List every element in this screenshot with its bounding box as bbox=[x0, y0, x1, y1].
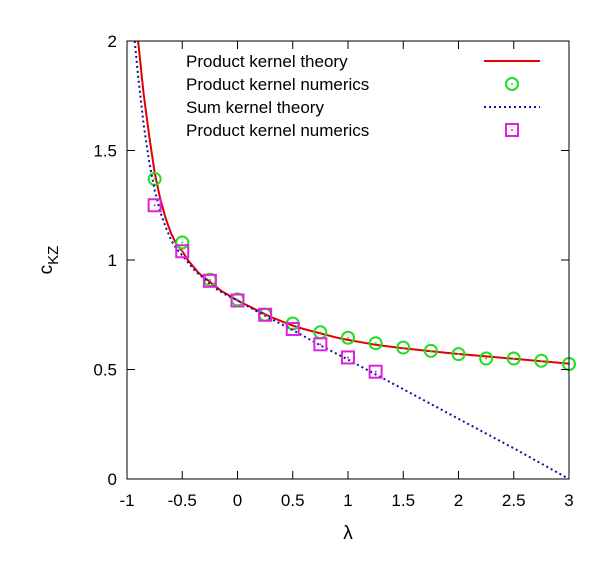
x-tick-label: 1 bbox=[343, 491, 352, 510]
sum-theory-line bbox=[133, 41, 569, 479]
circle-point-center bbox=[512, 357, 515, 360]
circle-point bbox=[534, 353, 549, 368]
circle-point-center bbox=[485, 357, 488, 360]
square-point bbox=[341, 350, 355, 365]
y-axis-label-subscript: KZ bbox=[45, 246, 62, 265]
x-tick-label: 2 bbox=[454, 491, 463, 510]
series-3 bbox=[147, 198, 383, 379]
circle-point-center bbox=[402, 346, 405, 349]
square-point-center bbox=[181, 250, 184, 253]
square-point-center bbox=[291, 327, 294, 330]
circle-point bbox=[423, 343, 438, 358]
square-point bbox=[258, 307, 273, 322]
y-axis-label: cKZ bbox=[36, 246, 62, 275]
circle-point-center bbox=[153, 177, 156, 180]
circle-point-center bbox=[429, 349, 432, 352]
legend-marker-center bbox=[511, 83, 513, 85]
x-tick-label: 0.5 bbox=[281, 491, 305, 510]
legend-label: Product kernel numerics bbox=[186, 121, 369, 140]
square-point-center bbox=[374, 370, 377, 373]
circle-point-center bbox=[181, 241, 184, 244]
square-point-center bbox=[208, 279, 211, 282]
circle-point bbox=[451, 347, 466, 362]
x-tick-label: -0.5 bbox=[168, 491, 197, 510]
square-point bbox=[368, 364, 383, 379]
legend-marker bbox=[505, 77, 519, 91]
legend-marker-center bbox=[511, 129, 513, 131]
x-tick-label: -1 bbox=[119, 491, 134, 510]
circle-point-center bbox=[457, 353, 460, 356]
series-2 bbox=[133, 41, 569, 479]
series-1 bbox=[147, 171, 576, 372]
legend: Product kernel theory Product kernel nume… bbox=[186, 52, 540, 140]
circle-point-center bbox=[347, 336, 349, 339]
square-point bbox=[230, 293, 245, 308]
circle-point bbox=[368, 336, 383, 351]
circle-point-center bbox=[540, 359, 543, 362]
y-tick-label: 0 bbox=[108, 470, 117, 489]
circle-point-center bbox=[319, 331, 322, 334]
circle-point bbox=[506, 351, 521, 366]
square-point bbox=[147, 198, 162, 213]
circle-point bbox=[175, 235, 190, 250]
x-tick-label: 0 bbox=[233, 491, 242, 510]
y-tick-label: 0.5 bbox=[93, 361, 117, 380]
y-tick-label: 2 bbox=[108, 32, 117, 51]
square-point bbox=[175, 244, 190, 259]
square-point-center bbox=[236, 299, 239, 302]
circle-point bbox=[396, 340, 411, 355]
x-tick-label: 3 bbox=[564, 491, 573, 510]
y-tick-label: 1 bbox=[108, 251, 117, 270]
legend-label: Sum kernel theory bbox=[186, 98, 324, 117]
square-point bbox=[313, 337, 328, 352]
y-axis-label-main: c bbox=[36, 265, 57, 275]
circle-point bbox=[341, 330, 355, 345]
square-point-center bbox=[347, 356, 349, 359]
x-tick-label: 1.5 bbox=[391, 491, 415, 510]
square-point-center bbox=[319, 343, 322, 346]
y-tick-label: 1.5 bbox=[93, 142, 117, 161]
square-point-center bbox=[153, 204, 156, 207]
legend-marker bbox=[505, 123, 519, 137]
circle-point-center bbox=[374, 342, 377, 345]
square-point bbox=[202, 273, 217, 288]
legend-label: Product kernel numerics bbox=[186, 75, 369, 94]
x-tick-label: 2.5 bbox=[502, 491, 526, 510]
circle-point bbox=[479, 351, 494, 366]
square-point bbox=[285, 321, 300, 336]
legend-label: Product kernel theory bbox=[186, 52, 348, 71]
x-axis-label: λ bbox=[343, 523, 353, 544]
square-point-center bbox=[264, 313, 267, 316]
